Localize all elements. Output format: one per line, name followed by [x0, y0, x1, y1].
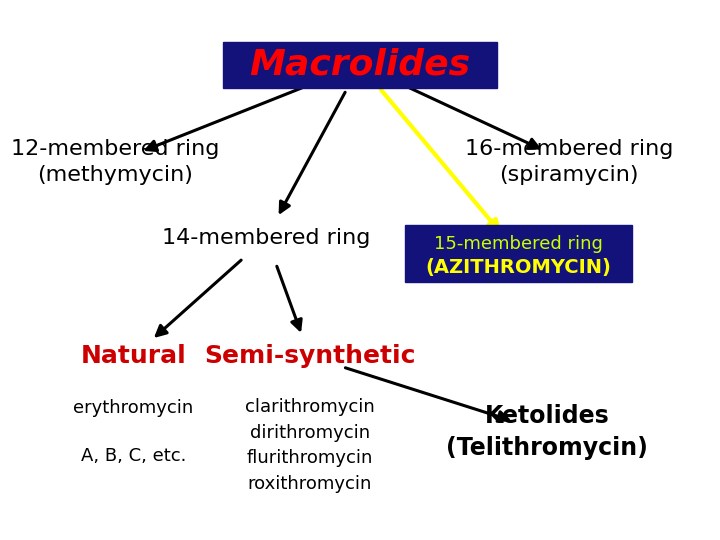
Text: clarithromycin
dirithromycin
flurithromycin
roxithromycin: clarithromycin dirithromycin flurithromy… — [245, 398, 374, 493]
Text: 14-membered ring: 14-membered ring — [162, 227, 371, 248]
Text: Semi-synthetic: Semi-synthetic — [204, 345, 415, 368]
Text: 16-membered ring
(spiramycin): 16-membered ring (spiramycin) — [464, 139, 673, 185]
FancyBboxPatch shape — [405, 226, 632, 282]
FancyBboxPatch shape — [223, 42, 497, 87]
Text: erythromycin: erythromycin — [73, 399, 194, 417]
Text: 15-membered ring: 15-membered ring — [434, 235, 603, 253]
Text: Ketolides
(Telithromycin): Ketolides (Telithromycin) — [446, 404, 648, 460]
Text: 12-membered ring
(methymycin): 12-membered ring (methymycin) — [11, 139, 220, 185]
Text: Natural: Natural — [81, 345, 186, 368]
Text: (AZITHROMYCIN): (AZITHROMYCIN) — [426, 258, 611, 277]
Text: A, B, C, etc.: A, B, C, etc. — [81, 447, 186, 465]
Text: Macrolides: Macrolides — [249, 48, 471, 82]
